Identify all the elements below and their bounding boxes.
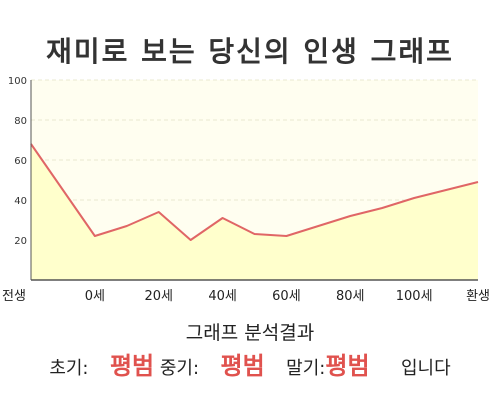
x-tick-label: 100세: [396, 289, 433, 304]
chart-title: 재미로 보는 당신의 인생 그래프: [46, 35, 454, 68]
x-tick-label: 20세: [144, 289, 173, 304]
y-tick-label: 20: [14, 236, 27, 247]
middle-value: 평범: [220, 352, 265, 380]
x-tick-label: 전생: [2, 289, 26, 304]
late-label: 말기:: [286, 358, 326, 379]
y-tick-label: 60: [14, 156, 27, 167]
analysis-title: 그래프 분석결과: [185, 322, 315, 344]
y-tick-label: 40: [14, 196, 27, 207]
series-area: [31, 144, 478, 280]
y-tick-label: 80: [14, 116, 27, 127]
middle-label: 중기:: [159, 358, 200, 379]
late-value: 평범: [325, 352, 370, 380]
x-tick-label: 0세: [85, 289, 105, 304]
x-tick-label: 40세: [208, 289, 237, 304]
x-tick-label: 환생: [466, 289, 490, 304]
series-line: [30, 143, 479, 241]
analysis-result-line: 초기: 평범 중기: 평범 말기:평범 입니다: [0, 346, 500, 381]
result-suffix: 입니다: [401, 358, 451, 379]
early-label: 초기:: [49, 358, 89, 379]
early-value: 평범: [109, 352, 155, 380]
x-tick-label: 80세: [336, 289, 365, 304]
x-tick-label: 60세: [272, 289, 301, 304]
y-tick-label: 100: [8, 76, 27, 87]
